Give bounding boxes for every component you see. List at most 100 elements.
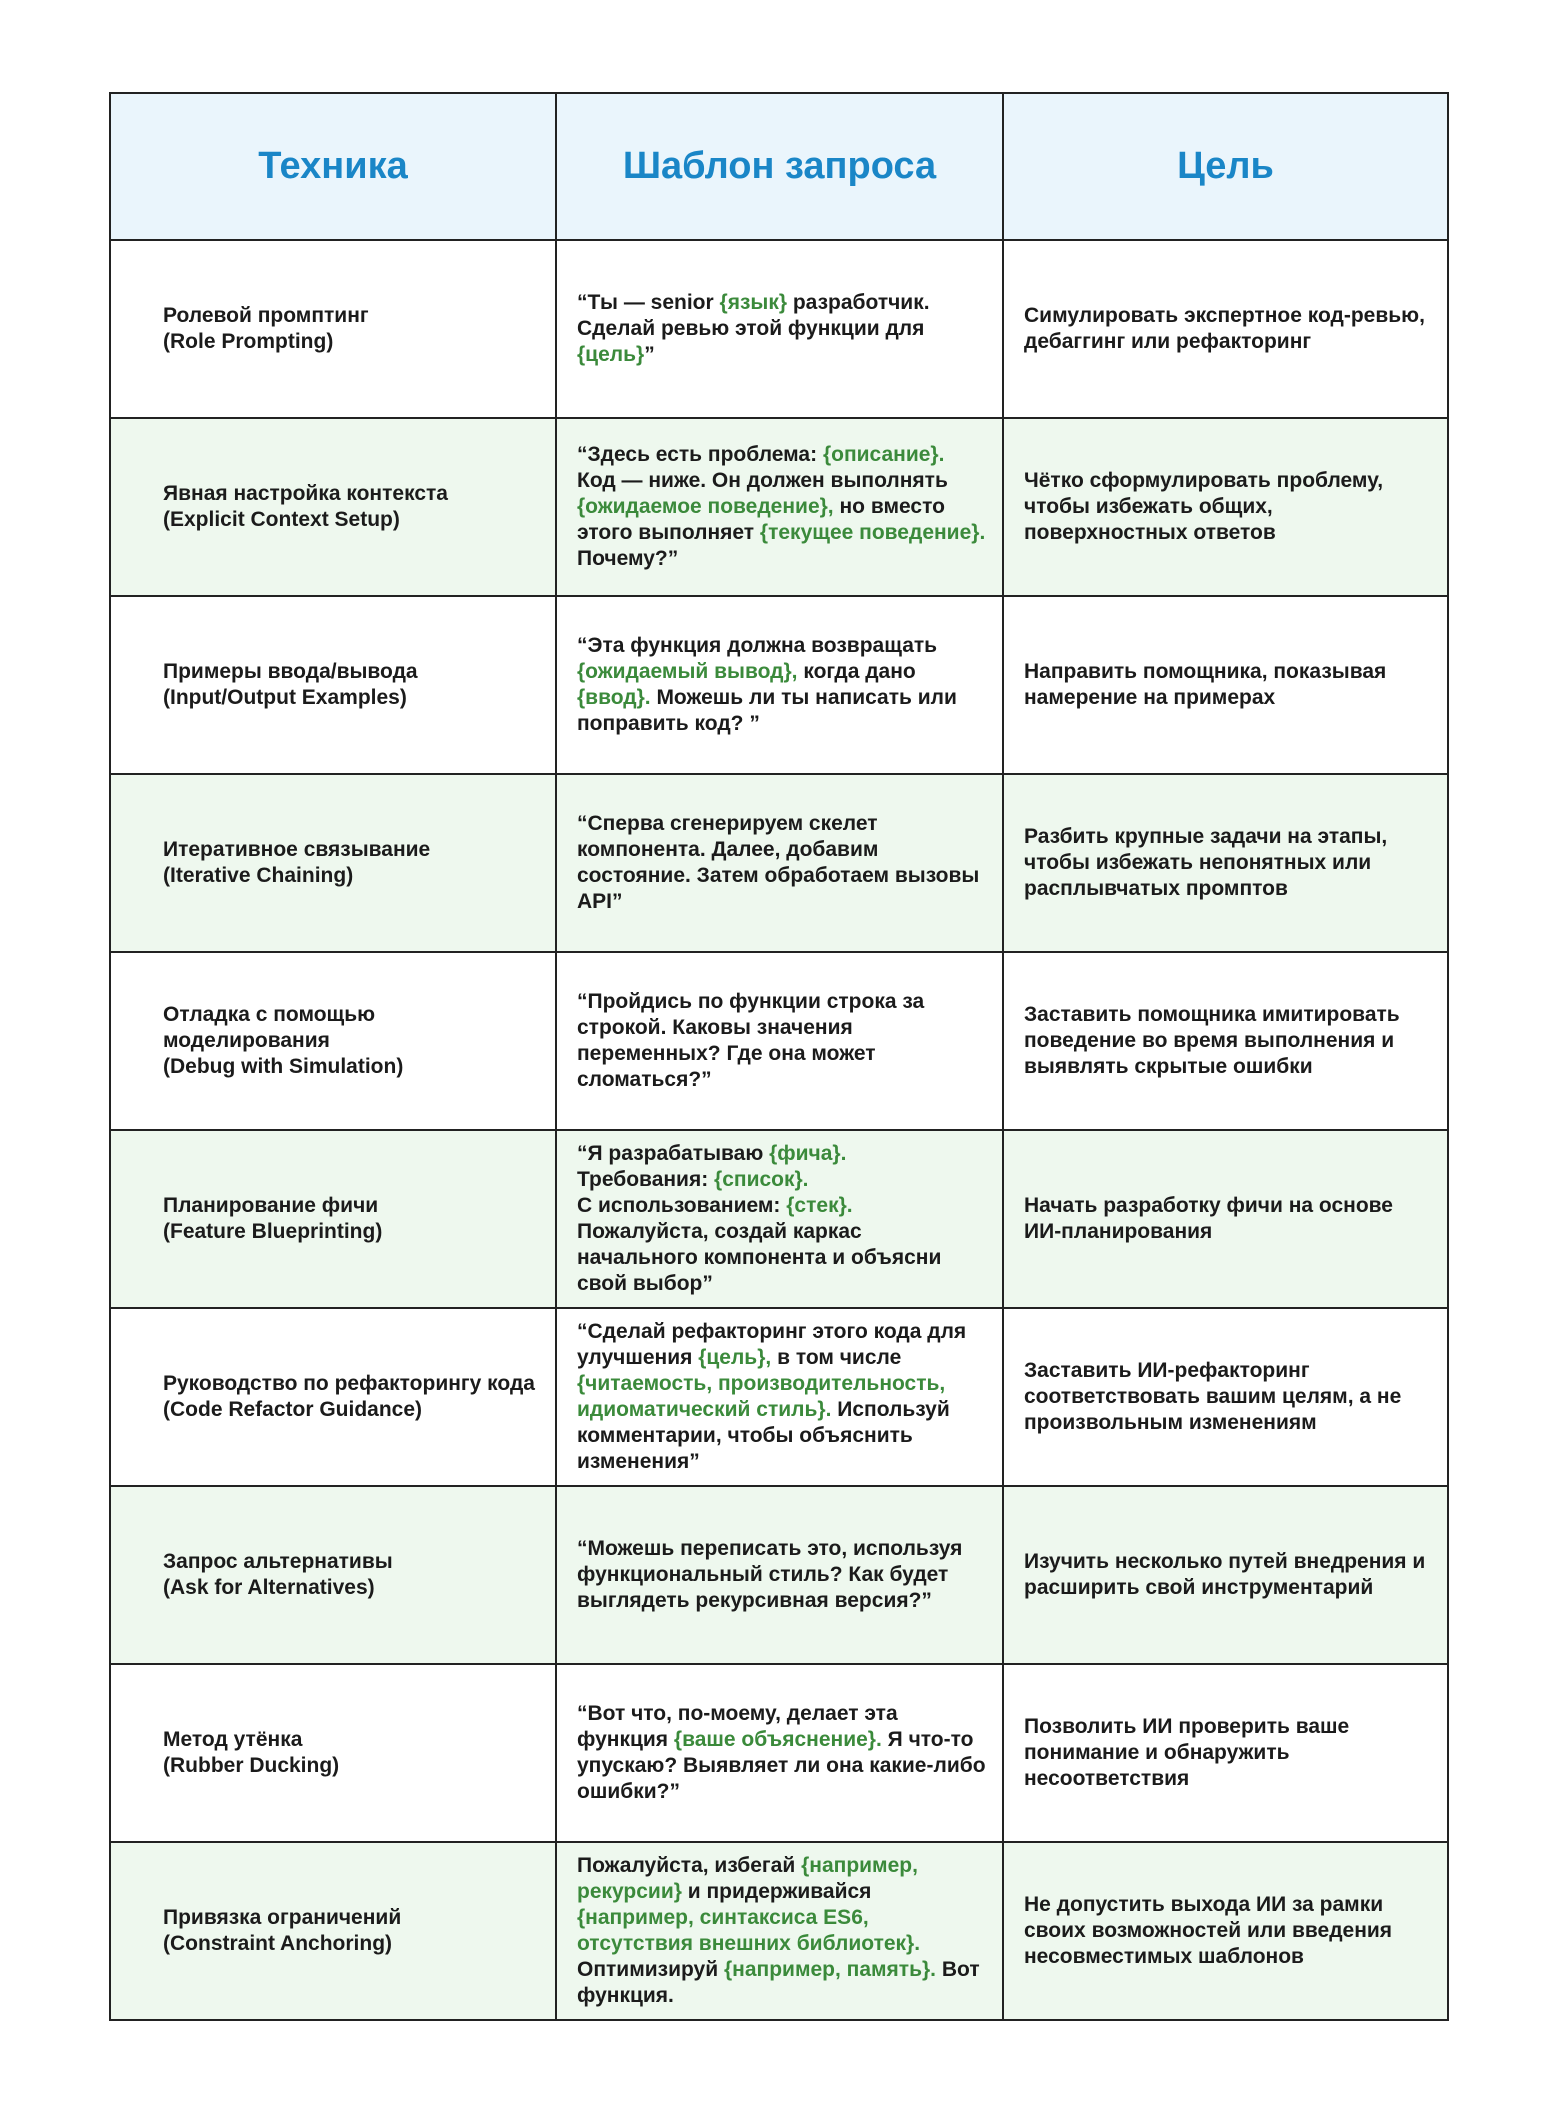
template-text: Оптимизируй <box>577 1958 724 1981</box>
column-header: Цель <box>1002 92 1449 241</box>
template-cell: “Сделай рефакторинг этого кода для улучш… <box>555 1307 1004 1487</box>
template-text: в том числе <box>771 1346 902 1369</box>
goal-text: Не допустить выхода ИИ за рамки своих во… <box>1024 1893 1393 1968</box>
technique-cell: Планирование фичи (Feature Blueprinting) <box>109 1129 557 1309</box>
table-row: Привязка ограничений (Constraint Anchorin… <box>109 1841 1449 2021</box>
template-text: Почему?” <box>577 547 679 570</box>
template-line: Пожалуйста, создай каркас начального ком… <box>577 1219 988 1297</box>
goal-cell: Направить помощника, показывая намерение… <box>1002 595 1449 775</box>
template-line: “Эта функция должна возвращать {ожидаемы… <box>577 633 988 737</box>
template-line: “Я разрабатываю {фича}. <box>577 1141 988 1167</box>
placeholder: {стек}. <box>786 1194 853 1217</box>
placeholder: {текущее поведение}. <box>759 521 986 544</box>
placeholder: {цель}, <box>698 1346 772 1369</box>
placeholder: {фича}. <box>769 1142 847 1165</box>
template-text: Вот функция. <box>577 1958 980 2007</box>
technique-line: (Role Prompting) <box>163 330 334 353</box>
goal-cell: Чётко сформулировать проблему, чтобы изб… <box>1002 417 1449 597</box>
technique-line: (Feature Blueprinting) <box>163 1220 383 1243</box>
template-text: “Здесь есть проблема: <box>577 443 823 466</box>
header-row: Техника Шаблон запроса Цель <box>109 92 1449 241</box>
template-text: “Сделай рефакторинг этого кода для улучш… <box>577 1320 967 1369</box>
goal-cell: Позволить ИИ проверить ваше понимание и … <box>1002 1663 1449 1843</box>
template-text: разработчик. Сделай ревью этой функции д… <box>577 291 930 340</box>
template-text: “Ты — senior <box>577 291 720 314</box>
template-text: С использованием: <box>577 1194 787 1217</box>
template-cell: “Здесь есть проблема: {описание}. Код — … <box>555 417 1004 597</box>
table-row: Явная настройка контекста (Explicit Conte… <box>109 417 1449 597</box>
goal-cell: Симулировать экспертное код-ревью, дебаг… <box>1002 239 1449 419</box>
placeholder: {ожидаемое поведение}, <box>577 495 834 518</box>
technique-cell: Привязка ограничений (Constraint Anchorin… <box>109 1841 557 2021</box>
technique-line: Ролевой промптинг <box>163 304 369 327</box>
technique-line: (Constraint Anchoring) <box>163 1932 393 1955</box>
technique-cell: Явная настройка контекста (Explicit Conte… <box>109 417 557 597</box>
technique-line: (Code Refactor Guidance) <box>163 1398 423 1421</box>
placeholder: {например, память}. <box>723 1958 937 1981</box>
technique-line: Планирование фичи <box>163 1194 379 1217</box>
template-cell: “Вот что, по-моему, делает эта функция {… <box>555 1663 1004 1843</box>
template-text: но вместо этого выполняет <box>577 495 945 544</box>
template-line: “Здесь есть проблема: {описание}. Код — … <box>577 442 988 572</box>
template-line: С использованием: {стек}. <box>577 1193 988 1219</box>
table-row: Руководство по рефакторингу кода (Code Re… <box>109 1307 1449 1487</box>
goal-cell: Заставить ИИ-рефакторинг соответствовать… <box>1002 1307 1449 1487</box>
technique-line: Явная настройка контекста <box>163 482 448 505</box>
goal-cell: Не допустить выхода ИИ за рамки своих во… <box>1002 1841 1449 2021</box>
template-cell: Пожалуйста, избегай {например, рекурсии}… <box>555 1841 1004 2021</box>
table-row: Примеры ввода/вывода (Input/Output Exampl… <box>109 595 1449 775</box>
technique-line: Отладка с помощью моделирования <box>163 1003 376 1052</box>
goal-cell: Начать разработку фичи на основе ИИ-план… <box>1002 1129 1449 1309</box>
template-text: Требования: <box>577 1168 715 1191</box>
template-line: Требования: {список}. <box>577 1167 988 1193</box>
template-text: Код — ниже. Он должен выполнять <box>577 469 948 492</box>
template-text: Используй комментарии, чтобы объяснить и… <box>577 1398 950 1473</box>
technique-cell: Метод утёнка (Rubber Ducking) <box>109 1663 557 1843</box>
technique-line: Итеративное связывание <box>163 838 431 861</box>
template-line: “Ты — senior {язык} разработчик. Сделай … <box>577 290 988 368</box>
goal-text: Направить помощника, показывая намерение… <box>1024 660 1387 709</box>
goal-text: Изучить несколько путей внедрения и расш… <box>1024 1550 1426 1599</box>
placeholder: {ввод}. <box>577 686 651 709</box>
technique-cell: Итеративное связывание (Iterative Chainin… <box>109 773 557 953</box>
template-text: “Пройдись по функции строка за строкой. … <box>577 990 925 1091</box>
goal-text: Заставить помощника имитировать поведени… <box>1024 1003 1400 1078</box>
goal-cell: Изучить несколько путей внедрения и расш… <box>1002 1485 1449 1665</box>
template-line: “Сделай рефакторинг этого кода для улучш… <box>577 1319 988 1475</box>
template-text: Я что-то упускаю? Выявляет ли она какие-… <box>577 1728 986 1803</box>
template-text: и придерживайся <box>681 1880 872 1903</box>
technique-cell: Ролевой промптинг (Role Prompting) <box>109 239 557 419</box>
table-row: Метод утёнка (Rubber Ducking) “Вот что, по… <box>109 1663 1449 1843</box>
table-row: Планирование фичи (Feature Blueprinting) “… <box>109 1129 1449 1309</box>
technique-line: (Debug with Simulation) <box>163 1055 404 1078</box>
technique-line: Привязка ограничений <box>163 1906 402 1929</box>
goal-cell: Разбить крупные задачи на этапы, чтобы и… <box>1002 773 1449 953</box>
goal-text: Разбить крупные задачи на этапы, чтобы и… <box>1024 825 1388 900</box>
technique-cell: Примеры ввода/вывода (Input/Output Exampl… <box>109 595 557 775</box>
goal-cell: Заставить помощника имитировать поведени… <box>1002 951 1449 1131</box>
template-text: “Эта функция должна возвращать <box>577 634 938 657</box>
template-text: Пожалуйста, избегай <box>577 1854 802 1877</box>
technique-line: (Explicit Context Setup) <box>163 508 400 531</box>
placeholder: {список}. <box>714 1168 809 1191</box>
technique-line: (Input/Output Examples) <box>163 686 407 709</box>
technique-line: Руководство по рефакторингу кода <box>163 1372 535 1395</box>
table-row: Отладка с помощью моделирования (Debug wi… <box>109 951 1449 1131</box>
template-cell: “Я разрабатываю {фича}. Требования: {спис… <box>555 1129 1004 1309</box>
template-text: когда дано <box>797 660 916 683</box>
template-line: “Можешь переписать это, используя функци… <box>577 1536 988 1614</box>
table-row: Запрос альтернативы (Ask for Alternatives… <box>109 1485 1449 1665</box>
goal-text: Заставить ИИ-рефакторинг соответствовать… <box>1024 1359 1402 1434</box>
template-line: “Сперва сгенерируем скелет компонента. Д… <box>577 811 988 915</box>
technique-cell: Руководство по рефакторингу кода (Code Re… <box>109 1307 557 1487</box>
template-text: “Вот что, по-моему, делает эта функция <box>577 1702 898 1751</box>
technique-line: (Iterative Chaining) <box>163 864 354 887</box>
technique-line: Запрос альтернативы <box>163 1550 393 1573</box>
technique-cell: Отладка с помощью моделирования (Debug wi… <box>109 951 557 1131</box>
technique-cell: Запрос альтернативы (Ask for Alternatives… <box>109 1485 557 1665</box>
template-text: “Сперва сгенерируем скелет компонента. Д… <box>577 812 980 913</box>
placeholder: {язык} <box>719 291 787 314</box>
template-cell: “Можешь переписать это, используя функци… <box>555 1485 1004 1665</box>
placeholder: {например, рекурсии} <box>577 1854 918 1903</box>
